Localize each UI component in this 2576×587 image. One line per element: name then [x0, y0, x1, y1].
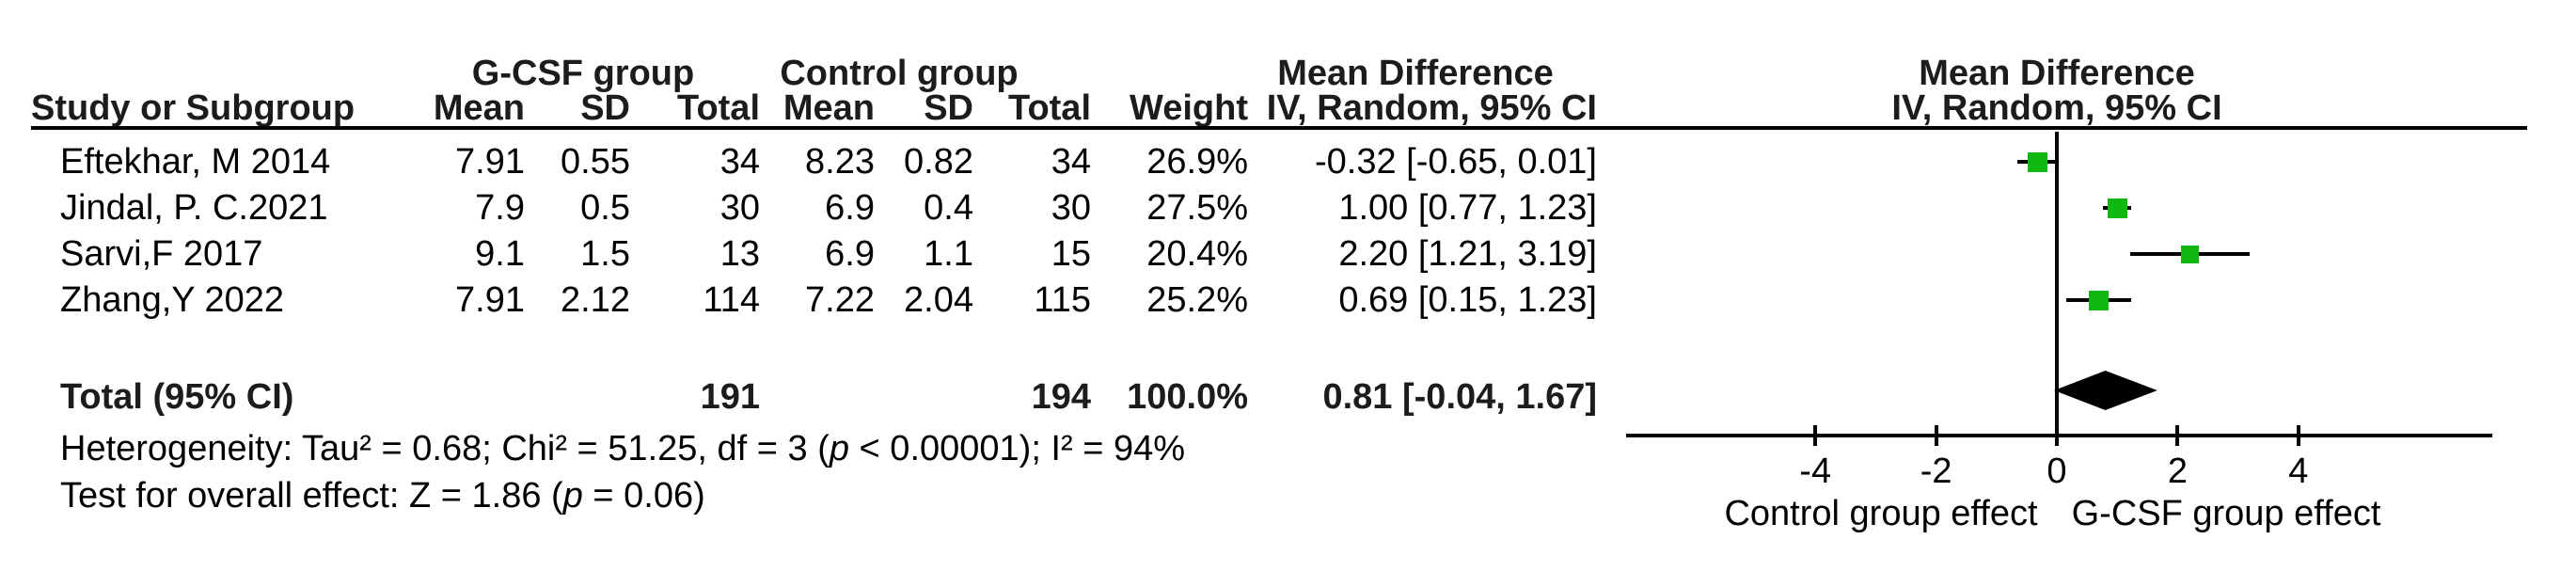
column-header-total2: Total [1008, 88, 1091, 128]
row-g2-mean: 6.9 [825, 188, 875, 228]
row-g2-total: 30 [1051, 188, 1091, 228]
column-header-mean2: Mean [782, 88, 875, 128]
total-row-label: Total (95% CI) [60, 377, 294, 417]
header-underline [31, 126, 2527, 130]
row-md-ci-text: -0.32 [-0.65, 0.01] [1315, 142, 1597, 182]
column-header-total1: Total [677, 88, 760, 128]
row-md-ci-text: 1.00 [0.77, 1.23] [1338, 188, 1597, 228]
row-weight: 20.4% [1146, 234, 1248, 274]
row-g2-mean: 8.23 [805, 142, 875, 182]
effect-square [2107, 198, 2127, 218]
axis-tick [2175, 425, 2180, 446]
axis-tick-label: -2 [1920, 452, 1952, 491]
axis-tick-label: 0 [2047, 452, 2067, 491]
row-md-ci-text: 0.69 [0.15, 1.23] [1338, 280, 1597, 320]
zero-line [2055, 132, 2059, 437]
row-g1-sd: 1.5 [580, 234, 630, 274]
row-weight: 26.9% [1146, 142, 1248, 182]
axis-tick [1813, 425, 1818, 446]
row-g2-total: 34 [1051, 142, 1091, 182]
row-study-name: Eftekhar, M 2014 [60, 142, 331, 182]
x-axis [1626, 434, 2492, 437]
row-study-name: Sarvi,F 2017 [60, 234, 263, 274]
row-g1-total: 13 [719, 234, 760, 274]
row-weight: 25.2% [1146, 280, 1248, 320]
column-header-sd1: SD [580, 88, 630, 128]
row-g1-mean: 7.91 [455, 142, 525, 182]
axis-tick-label: -4 [1799, 452, 1832, 491]
column-header-study: Study or Subgroup [31, 88, 356, 128]
total-row-n1: 191 [700, 377, 760, 417]
row-g1-total: 30 [719, 188, 760, 228]
heterogeneity-stats: Heterogeneity: Tau² = 0.68; Chi² = 51.25… [60, 429, 1186, 468]
column-header-sd2: SD [924, 88, 973, 128]
row-g2-mean: 6.9 [825, 234, 875, 274]
row-md-ci-text: 2.20 [1.21, 3.19] [1338, 234, 1597, 274]
axis-tick-label: 2 [2167, 452, 2188, 491]
total-row-n2: 194 [1031, 377, 1091, 417]
row-g2-sd: 2.04 [904, 280, 973, 320]
group2-header: Control group [780, 54, 1019, 93]
axis-caption-left: Control group effect [1724, 494, 2038, 533]
row-study-name: Zhang,Y 2022 [60, 280, 285, 320]
row-g1-total: 34 [719, 142, 760, 182]
plot-title: Mean Difference [1919, 54, 2195, 93]
column-header-weight: Weight [1130, 88, 1248, 128]
plot-subtitle: IV, Random, 95% CI [1891, 88, 2222, 128]
row-g1-sd: 0.5 [580, 188, 630, 228]
row-g2-total: 15 [1051, 234, 1091, 274]
row-g1-mean: 7.91 [455, 280, 525, 320]
axis-tick [2296, 425, 2300, 446]
row-study-name: Jindal, P. C.2021 [60, 188, 328, 228]
overall-effect-test: Test for overall effect: Z = 1.86 (p = 0… [60, 476, 705, 516]
row-g1-total: 114 [703, 280, 760, 320]
row-g1-sd: 0.55 [561, 142, 630, 182]
row-g2-sd: 1.1 [924, 234, 973, 274]
total-row-ci: 0.81 [-0.04, 1.67] [1322, 377, 1597, 417]
effect-square [2088, 290, 2109, 310]
total-diamond [2054, 371, 2158, 410]
row-g1-mean: 9.1 [475, 234, 525, 274]
row-g2-sd: 0.4 [924, 188, 973, 228]
column-header-mean1: Mean [433, 88, 525, 128]
axis-tick [1934, 425, 1938, 446]
row-g2-mean: 7.22 [805, 280, 875, 320]
effect-column-title: Mean Difference [1277, 54, 1554, 93]
column-header-effect-ci: IV, Random, 95% CI [1266, 88, 1597, 128]
axis-caption-right: G-CSF group effect [2071, 494, 2381, 533]
row-g2-sd: 0.82 [904, 142, 973, 182]
row-weight: 27.5% [1146, 188, 1248, 228]
group1-header: G-CSF group [471, 54, 695, 93]
total-row-weight: 100.0% [1127, 377, 1248, 417]
effect-square [2027, 151, 2047, 172]
effect-square [2180, 245, 2199, 263]
row-g2-total: 115 [1034, 280, 1091, 320]
row-g1-mean: 7.9 [475, 188, 525, 228]
axis-tick-label: 4 [2288, 452, 2309, 491]
row-g1-sd: 2.12 [561, 280, 630, 320]
axis-tick [2055, 425, 2059, 446]
